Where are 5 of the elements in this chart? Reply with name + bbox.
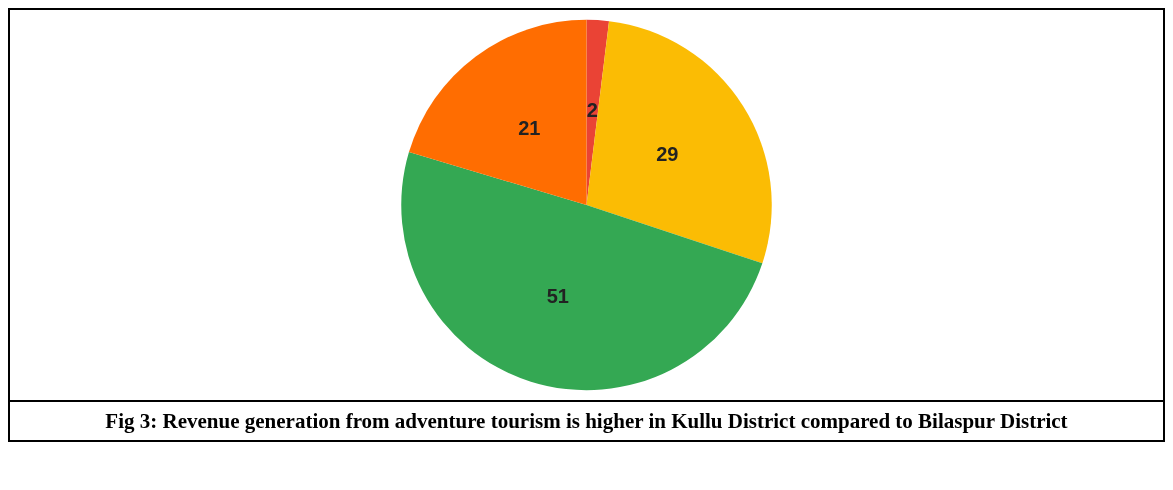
data-label: 29 (656, 142, 679, 165)
caption: Fig 3: Revenue generation from adventure tourism is higher in Kullu District compared to Bilaspur District (104, 408, 1069, 435)
data-label: 21 (518, 117, 541, 140)
data-label: 51 (546, 285, 569, 308)
data-label: 2 (586, 98, 598, 121)
